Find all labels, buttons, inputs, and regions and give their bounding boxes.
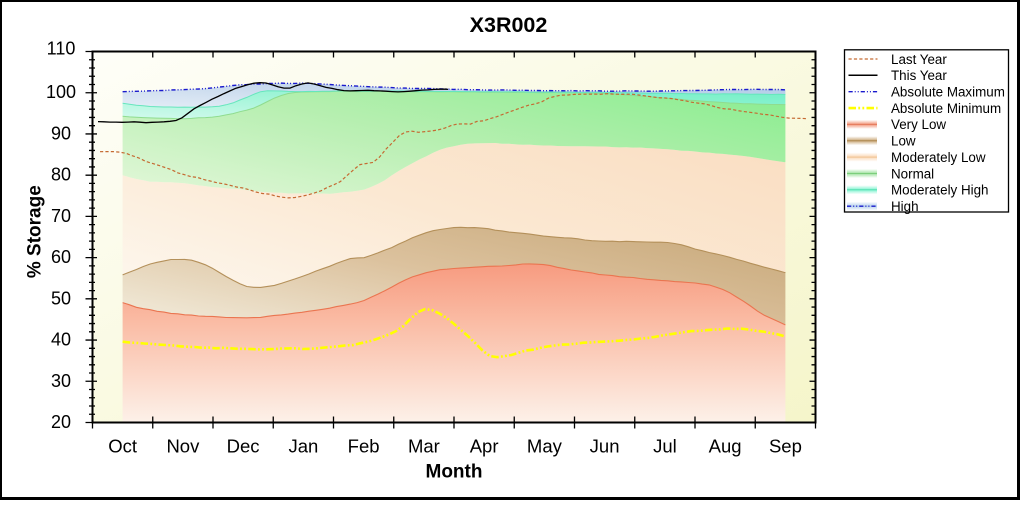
svg-text:Moderately High: Moderately High bbox=[891, 183, 989, 198]
svg-text:Oct: Oct bbox=[108, 436, 137, 457]
svg-text:Apr: Apr bbox=[470, 436, 499, 457]
svg-text:30: 30 bbox=[51, 371, 71, 391]
svg-text:Mar: Mar bbox=[408, 436, 440, 457]
svg-text:Moderately Low: Moderately Low bbox=[891, 150, 986, 165]
svg-text:Dec: Dec bbox=[227, 436, 260, 457]
svg-text:70: 70 bbox=[51, 206, 71, 226]
svg-text:Absolute Minimum: Absolute Minimum bbox=[891, 101, 1001, 116]
svg-text:Jun: Jun bbox=[590, 436, 620, 457]
svg-text:Normal: Normal bbox=[891, 166, 934, 181]
svg-text:Feb: Feb bbox=[348, 436, 380, 457]
svg-text:Very Low: Very Low bbox=[891, 117, 946, 132]
svg-text:110: 110 bbox=[47, 39, 76, 59]
svg-text:Jan: Jan bbox=[288, 436, 318, 457]
svg-text:Absolute Maximum: Absolute Maximum bbox=[891, 85, 1005, 100]
svg-text:90: 90 bbox=[51, 123, 71, 143]
svg-text:Month: Month bbox=[426, 462, 483, 483]
svg-text:100: 100 bbox=[46, 82, 76, 102]
svg-text:60: 60 bbox=[51, 247, 71, 267]
svg-text:Sep: Sep bbox=[769, 436, 802, 457]
svg-text:X3R002: X3R002 bbox=[470, 13, 548, 37]
svg-text:May: May bbox=[527, 436, 563, 457]
svg-text:% Storage: % Storage bbox=[24, 185, 45, 278]
svg-text:Low: Low bbox=[891, 134, 916, 149]
svg-text:Aug: Aug bbox=[709, 436, 742, 457]
svg-text:This Year: This Year bbox=[891, 68, 947, 83]
svg-text:Nov: Nov bbox=[166, 436, 200, 457]
svg-text:80: 80 bbox=[51, 165, 71, 185]
svg-text:40: 40 bbox=[51, 330, 71, 350]
svg-text:20: 20 bbox=[51, 412, 71, 432]
svg-text:High: High bbox=[891, 199, 919, 214]
svg-text:50: 50 bbox=[51, 288, 71, 308]
svg-text:Last Year: Last Year bbox=[891, 52, 947, 67]
svg-text:Jul: Jul bbox=[653, 436, 677, 457]
